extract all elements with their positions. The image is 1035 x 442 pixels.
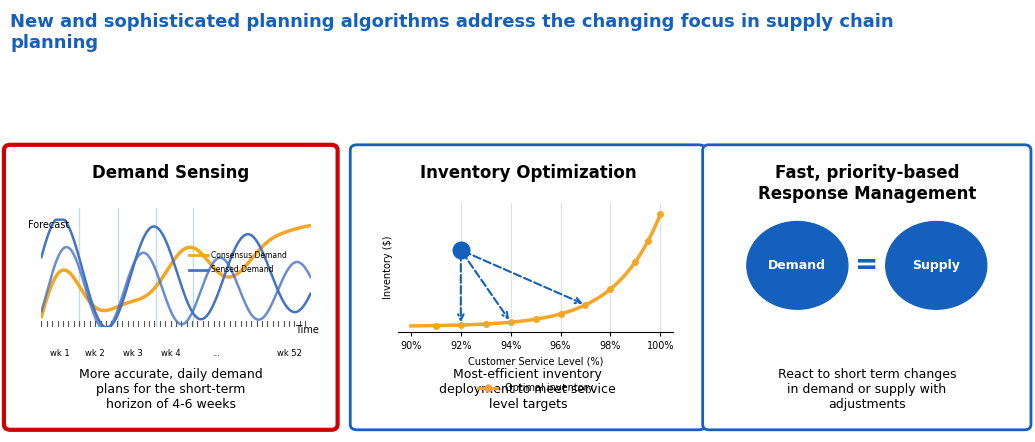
Text: More accurate, daily demand
plans for the short-term
horizon of 4-6 weeks: More accurate, daily demand plans for th… [79, 368, 263, 411]
Text: =: = [855, 251, 879, 279]
Text: Fast, priority-based
Response Management: Fast, priority-based Response Management [758, 164, 976, 203]
Text: Sensed Demand: Sensed Demand [211, 265, 273, 274]
X-axis label: Customer Service Level (%): Customer Service Level (%) [468, 356, 603, 366]
Text: ...: ... [212, 349, 220, 358]
Text: New and sophisticated planning algorithms address the changing focus in supply c: New and sophisticated planning algorithm… [10, 13, 894, 52]
Circle shape [886, 221, 986, 309]
Text: Most-efficient inventory
deployment to meet service
level targets: Most-efficient inventory deployment to m… [440, 368, 616, 411]
Text: wk 1: wk 1 [51, 349, 70, 358]
Y-axis label: Inventory ($): Inventory ($) [383, 236, 393, 299]
Text: wk 3: wk 3 [123, 349, 143, 358]
FancyBboxPatch shape [703, 145, 1031, 430]
Text: Consensus Demand: Consensus Demand [211, 251, 287, 260]
Text: Supply: Supply [912, 259, 960, 272]
Text: wk 2: wk 2 [86, 349, 105, 358]
Circle shape [747, 221, 848, 309]
Text: Demand Sensing: Demand Sensing [92, 164, 249, 182]
Text: Inventory Optimization: Inventory Optimization [419, 164, 637, 182]
Text: Forecast: Forecast [28, 220, 69, 230]
FancyBboxPatch shape [4, 145, 337, 430]
Legend: Optimal inventory: Optimal inventory [474, 379, 597, 397]
FancyBboxPatch shape [350, 145, 706, 430]
Text: Demand: Demand [768, 259, 826, 272]
Text: wk 4: wk 4 [160, 349, 180, 358]
Text: React to short term changes
in demand or supply with
adjustments: React to short term changes in demand or… [777, 368, 956, 411]
Text: Time: Time [295, 325, 319, 335]
Text: wk 52: wk 52 [276, 349, 301, 358]
